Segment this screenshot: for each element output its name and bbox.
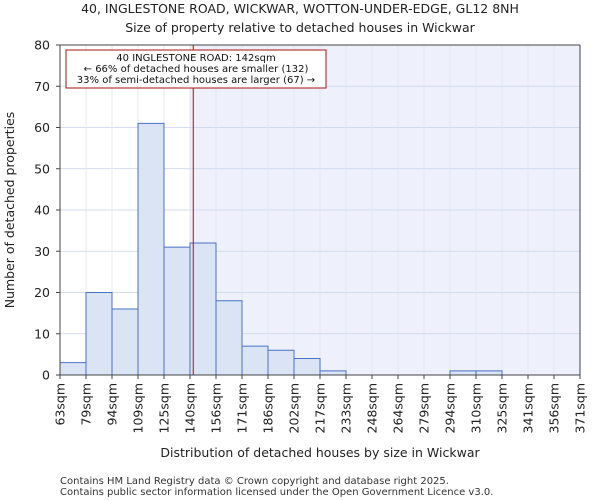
x-tick-label: 63sqm <box>53 383 68 426</box>
x-tick-label: 341sqm <box>521 383 536 433</box>
bar-217sqm <box>319 370 347 376</box>
bar-310sqm <box>475 370 503 376</box>
x-tick-label: 125sqm <box>157 383 172 433</box>
annotation-frame <box>65 49 327 89</box>
y-tick-label: 70 <box>34 79 50 94</box>
y-tick-label: 20 <box>34 285 50 300</box>
y-tick-label: 30 <box>34 244 50 259</box>
bar-125sqm <box>163 246 191 376</box>
y-tick-label: 50 <box>34 161 50 176</box>
bar-186sqm <box>267 349 295 376</box>
x-tick-label: 356sqm <box>547 383 562 433</box>
y-tick-label: 40 <box>34 203 50 218</box>
x-ticks: 63sqm 79sqm 94sqm 109sqm 125sqm 140sqm 156sqm 1… <box>53 375 588 433</box>
x-tick-label: 294sqm <box>443 383 458 433</box>
x-tick-label: 371sqm <box>573 383 588 433</box>
x-tick-label: 79sqm <box>79 383 94 426</box>
chart-title: 40, INGLESTONE ROAD, WICKWAR, WOTTON-UND… <box>81 1 519 16</box>
y-tick-label: 60 <box>34 120 50 135</box>
y-tick-label: 80 <box>34 38 50 53</box>
x-tick-label: 279sqm <box>417 383 432 433</box>
x-tick-label: 171sqm <box>235 383 250 433</box>
annotation-line-2: ← 66% of detached houses are smaller (13… <box>84 64 309 75</box>
x-tick-label: 233sqm <box>339 383 354 433</box>
x-tick-label: 109sqm <box>131 383 146 433</box>
bar-109sqm <box>137 122 165 376</box>
bar-140sqm <box>189 242 217 376</box>
annotation-line-1: 40 INGLESTONE ROAD: 142sqm <box>116 53 275 64</box>
y-tick-label: 0 <box>42 368 50 383</box>
chart-subtitle: Size of property relative to detached ho… <box>125 20 475 35</box>
x-axis-label: Distribution of detached houses by size … <box>160 445 480 460</box>
bar-202sqm <box>293 358 321 376</box>
bar-156sqm <box>215 300 243 376</box>
x-tick-label: 264sqm <box>391 383 406 433</box>
footer-line-2: Contains public sector information licen… <box>60 487 493 498</box>
footer-line-1: Contains HM Land Registry data © Crown c… <box>60 476 449 487</box>
bar-63sqm <box>59 362 87 376</box>
y-axis-label: Number of detached properties <box>2 112 17 309</box>
annotation-box: 40 INGLESTONE ROAD: 142sqm ← 66% of deta… <box>65 49 327 89</box>
bar-94sqm <box>111 308 139 376</box>
x-tick-label: 310sqm <box>469 383 484 433</box>
y-ticks: 0 10 20 30 40 50 60 70 80 <box>34 38 60 383</box>
annotation-line-3: 33% of semi-detached houses are larger (… <box>77 75 315 86</box>
bar-294sqm <box>449 370 477 376</box>
x-tick-label: 217sqm <box>313 383 328 433</box>
y-tick-label: 10 <box>34 326 50 341</box>
x-tick-label: 186sqm <box>261 383 276 433</box>
x-tick-label: 202sqm <box>287 383 302 433</box>
x-tick-label: 248sqm <box>365 383 380 433</box>
x-tick-label: 325sqm <box>495 383 510 433</box>
x-tick-label: 156sqm <box>209 383 224 433</box>
bars <box>59 122 503 376</box>
x-tick-label: 94sqm <box>105 383 120 426</box>
x-tick-label: 140sqm <box>183 383 198 433</box>
bar-79sqm <box>85 292 113 376</box>
bar-171sqm <box>241 345 269 376</box>
